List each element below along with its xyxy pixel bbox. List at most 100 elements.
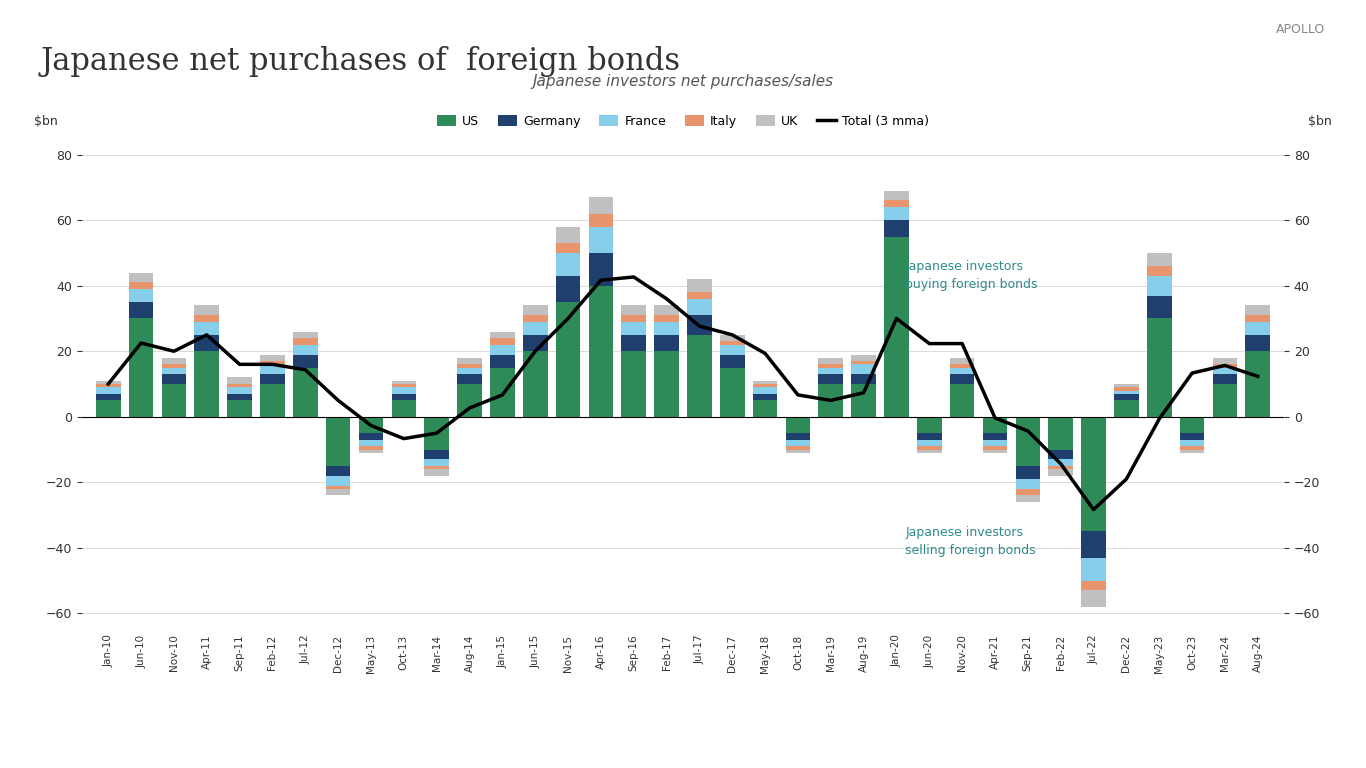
Bar	[260, 364, 284, 374]
Bar	[753, 384, 777, 387]
Bar	[884, 190, 908, 200]
Bar	[1246, 315, 1270, 322]
Bar	[818, 374, 843, 384]
Bar	[622, 306, 646, 315]
Bar	[1082, 558, 1106, 581]
Bar	[359, 449, 384, 453]
Bar	[1048, 449, 1074, 459]
Bar	[851, 361, 876, 364]
Bar	[490, 368, 515, 417]
Bar	[260, 361, 284, 364]
Bar	[917, 446, 941, 449]
Bar	[589, 227, 613, 253]
Bar	[851, 384, 876, 417]
Bar	[1015, 495, 1040, 502]
Bar	[556, 302, 581, 417]
Bar	[982, 417, 1007, 433]
Bar	[359, 417, 384, 433]
Bar	[982, 440, 1007, 446]
Bar	[753, 387, 777, 394]
Bar	[949, 368, 974, 374]
Bar	[687, 293, 712, 299]
Bar	[720, 345, 744, 355]
Bar	[720, 368, 744, 417]
Bar	[292, 345, 318, 355]
Bar	[1082, 591, 1106, 607]
Bar	[785, 417, 810, 433]
Bar	[1015, 417, 1040, 466]
Bar	[917, 417, 941, 433]
Bar	[359, 433, 384, 440]
Bar	[687, 335, 712, 417]
Bar	[392, 384, 417, 387]
Bar	[292, 338, 318, 345]
Bar	[589, 214, 613, 227]
Bar	[753, 394, 777, 400]
Bar	[818, 358, 843, 364]
Bar	[818, 368, 843, 374]
Bar	[1082, 531, 1106, 558]
Bar	[260, 384, 284, 417]
Bar	[1246, 306, 1270, 315]
Bar	[917, 449, 941, 453]
Bar	[458, 374, 482, 384]
Bar	[753, 400, 777, 417]
Bar	[1246, 322, 1270, 335]
Bar	[425, 417, 449, 449]
Bar	[1180, 449, 1205, 453]
Bar	[1048, 469, 1074, 475]
Bar	[654, 315, 679, 322]
Bar	[392, 394, 417, 400]
Bar	[622, 315, 646, 322]
Bar	[1048, 459, 1074, 466]
Bar	[458, 384, 482, 417]
Bar	[622, 322, 646, 335]
Bar	[654, 322, 679, 335]
Bar	[1213, 368, 1238, 374]
Bar	[523, 351, 548, 417]
Text: $bn: $bn	[34, 115, 57, 128]
Bar	[1147, 266, 1172, 276]
Bar	[128, 289, 153, 302]
Bar	[1180, 440, 1205, 446]
Bar	[1115, 384, 1139, 387]
Bar	[1213, 364, 1238, 368]
Bar	[128, 283, 153, 289]
Bar	[654, 335, 679, 351]
Bar	[326, 466, 351, 475]
Bar	[785, 440, 810, 446]
Bar	[949, 358, 974, 364]
Text: Japanese net purchases of  foreign bonds: Japanese net purchases of foreign bonds	[41, 46, 682, 77]
Bar	[556, 243, 581, 253]
Text: APOLLO: APOLLO	[1276, 23, 1325, 36]
Text: Japanese investors net purchases/sales: Japanese investors net purchases/sales	[533, 74, 833, 89]
Bar	[128, 319, 153, 417]
Bar	[622, 335, 646, 351]
Bar	[589, 197, 613, 214]
Bar	[1180, 446, 1205, 449]
Bar	[785, 433, 810, 440]
Bar	[949, 374, 974, 384]
Bar	[589, 286, 613, 417]
Bar	[194, 306, 219, 315]
Bar	[1147, 296, 1172, 319]
Bar	[1048, 466, 1074, 469]
Bar	[1180, 417, 1205, 433]
Bar	[720, 355, 744, 368]
Bar	[556, 276, 581, 302]
Bar	[425, 449, 449, 459]
Text: Japanese investors
buying foreign bonds: Japanese investors buying foreign bonds	[906, 260, 1038, 291]
Bar	[227, 400, 251, 417]
Bar	[260, 374, 284, 384]
Bar	[523, 315, 548, 322]
Bar	[851, 374, 876, 384]
Bar	[917, 433, 941, 440]
Bar	[1147, 319, 1172, 417]
Bar	[1082, 417, 1106, 531]
Bar	[884, 237, 908, 417]
Bar	[490, 345, 515, 355]
Bar	[1147, 276, 1172, 296]
Bar	[1082, 581, 1106, 591]
Bar	[851, 355, 876, 361]
Bar	[425, 466, 449, 469]
